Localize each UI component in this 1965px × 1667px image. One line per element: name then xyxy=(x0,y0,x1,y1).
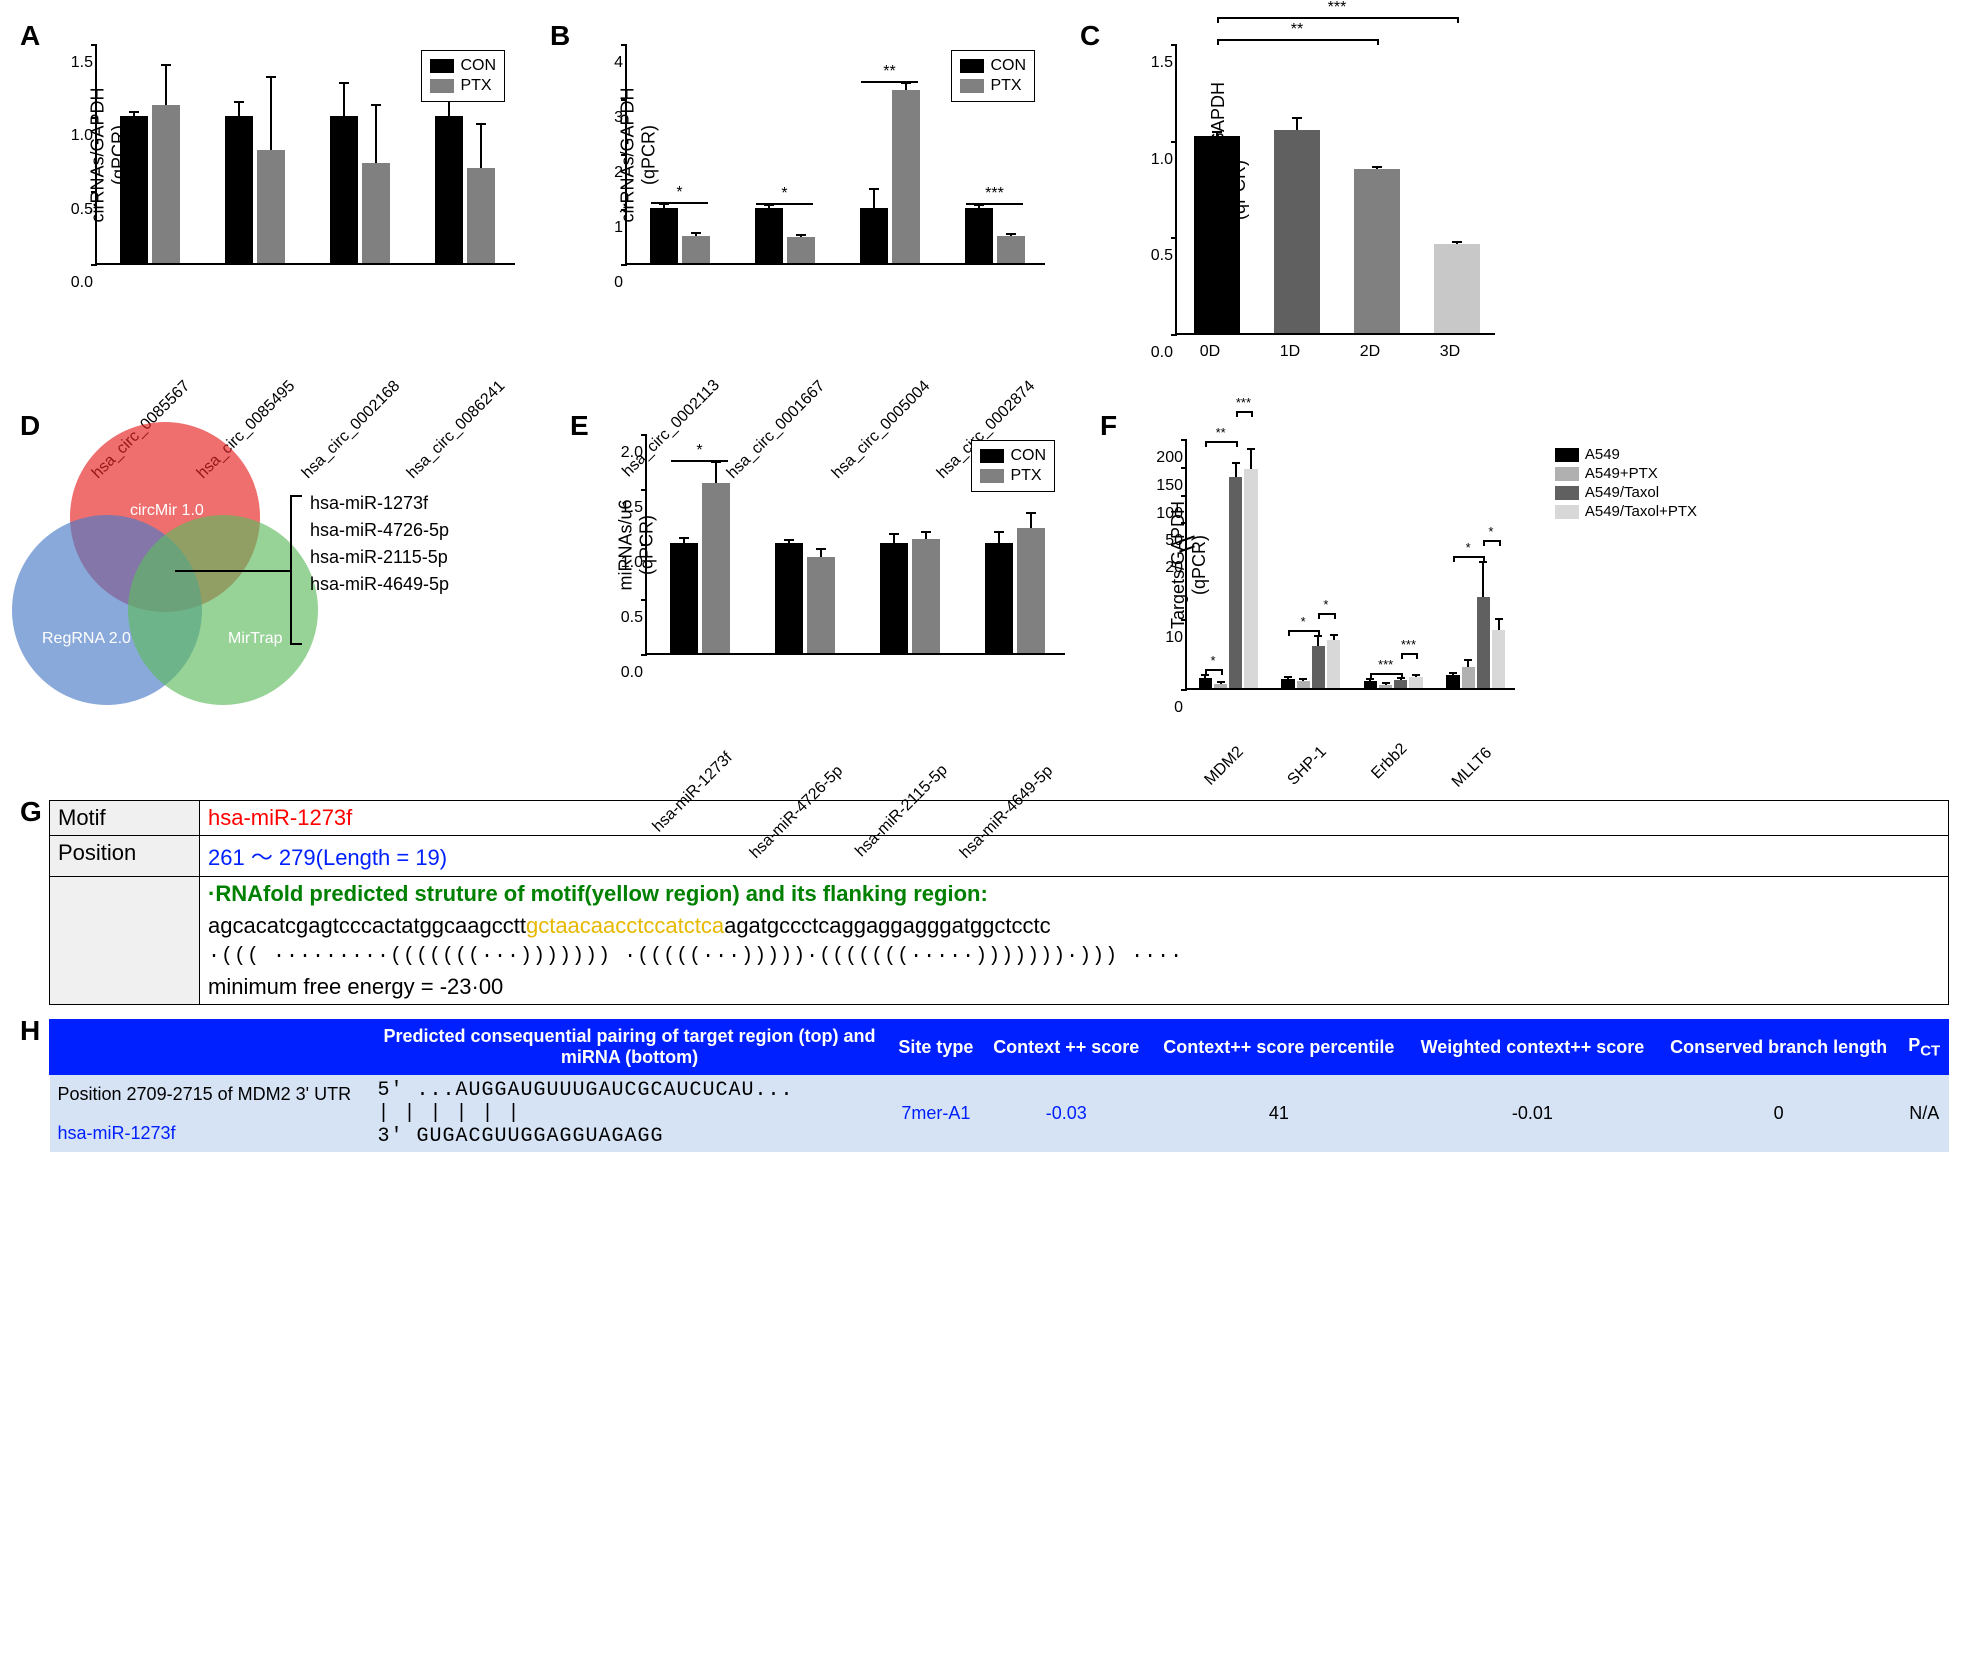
panel-a-label: A xyxy=(20,20,40,52)
g-seq-motif: gctaacaacctccatctca xyxy=(526,913,724,938)
g-struct-notation: ·((( ·········(((((((···))))))) ·(((((··… xyxy=(208,945,1940,968)
row-1: A 0.00.51.01.5cirRNAs/GAPDH(qPCR)hsa_cir… xyxy=(10,10,1955,400)
g-position-value: 261 ～ 279(Length = 19) xyxy=(200,836,1949,877)
panel-e-label: E xyxy=(570,410,589,442)
g-seq: agcacatcgagtcccactatggcaagccttgctaacaacc… xyxy=(208,913,1940,939)
g-seq-post: agatgccctcaggaggagggatggctcctc xyxy=(724,913,1051,938)
panel-g-table: Motif hsa-miR-1273f Position 261 ～ 279(L… xyxy=(49,800,1949,1005)
panel-d-label: D xyxy=(20,410,40,442)
g-motif-value: hsa-miR-1273f xyxy=(200,801,1949,836)
g-struct-cell: ·RNAfold predicted struture of motif(yel… xyxy=(200,877,1949,1005)
panel-b: B 01234*******cirRNAs/GAPDH(qPCR)hsa_cir… xyxy=(545,15,1065,395)
panel-c: C 0.00.51.01.5*****hsa_circ_0002874/GAPD… xyxy=(1075,15,1515,395)
panel-f-label: F xyxy=(1100,410,1117,442)
panel-e: E 0.00.51.01.52.0*miRNAs/u6(qPCR)hsa-miR… xyxy=(565,405,1085,785)
figure-root: A 0.00.51.01.5cirRNAs/GAPDH(qPCR)hsa_cir… xyxy=(0,0,1965,1167)
panel-g: G Motif hsa-miR-1273f Position 261 ～ 279… xyxy=(15,800,1955,1005)
panel-h: H Predicted consequential pairing of tar… xyxy=(15,1019,1955,1152)
panel-h-label: H xyxy=(20,1015,40,1047)
panel-b-label: B xyxy=(550,20,570,52)
g-seq-pre: agcacatcgagtcccactatggcaagcctt xyxy=(208,913,526,938)
g-struct-empty xyxy=(50,877,200,1005)
panel-g-label: G xyxy=(20,796,42,828)
g-energy: minimum free energy = -23·00 xyxy=(208,974,1940,1000)
panel-h-table: Predicted consequential pairing of targe… xyxy=(49,1019,1949,1152)
g-struct-title: ·RNAfold predicted struture of motif(yel… xyxy=(208,881,1940,907)
g-motif-label: Motif xyxy=(50,801,200,836)
panel-c-label: C xyxy=(1080,20,1100,52)
g-position-label: Position xyxy=(50,836,200,877)
panel-a: A 0.00.51.01.5cirRNAs/GAPDH(qPCR)hsa_cir… xyxy=(15,15,535,395)
panel-f: F 0102050100150200****************Target… xyxy=(1095,405,1715,785)
row-2: D circMir 1.0RegRNA 2.0MirTraphsa-miR-12… xyxy=(10,400,1955,790)
panel-d: D circMir 1.0RegRNA 2.0MirTraphsa-miR-12… xyxy=(15,405,555,735)
